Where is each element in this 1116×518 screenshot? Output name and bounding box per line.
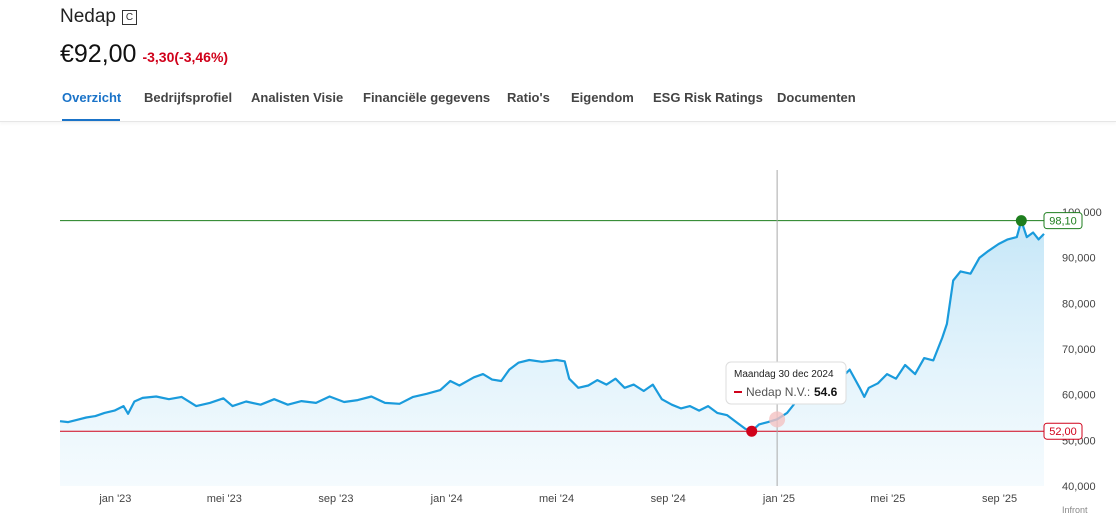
high-point xyxy=(1015,215,1027,227)
y-tick-label: 60,000 xyxy=(1062,390,1096,402)
x-tick-label: jan '24 xyxy=(430,493,463,505)
x-tick-label: mei '23 xyxy=(207,493,242,505)
tooltip-value: 54.6 xyxy=(814,385,838,399)
low-label-box xyxy=(1043,422,1083,440)
tab-bar: Overzicht Bedrijfsprofiel Analisten Visi… xyxy=(0,74,1116,122)
tab-ratios[interactable]: Ratio's xyxy=(507,90,550,105)
y-tick-label: 80,000 xyxy=(1062,298,1096,310)
low-point xyxy=(746,425,758,437)
high-label: 98,10 xyxy=(1049,216,1077,228)
tab-esg-risk-ratings[interactable]: ESG Risk Ratings xyxy=(653,90,763,105)
low-label: 52,00 xyxy=(1049,426,1077,438)
x-tick-label: sep '23 xyxy=(318,493,353,505)
company-name: Nedap xyxy=(60,6,116,27)
chart-credit: Infront xyxy=(1062,505,1088,515)
tooltip-date: Maandag 30 dec 2024 xyxy=(734,369,834,380)
tooltip-series: Nedap N.V.: xyxy=(746,385,810,399)
price-row: €92,00 -3,30(-3,46%) xyxy=(60,40,228,69)
share-class-badge: C xyxy=(122,10,137,25)
high-label-box xyxy=(1043,212,1083,230)
tab-documenten[interactable]: Documenten xyxy=(777,90,856,105)
tooltip-box xyxy=(725,361,847,405)
title-row: Nedap C xyxy=(60,6,137,28)
tab-eigendom[interactable]: Eigendom xyxy=(571,90,634,105)
price-line xyxy=(59,219,1045,433)
tab-bedrijfsprofiel[interactable]: Bedrijfsprofiel xyxy=(144,90,233,105)
tab-analisten-visie[interactable]: Analisten Visie xyxy=(251,90,344,105)
x-tick-label: sep '25 xyxy=(982,493,1017,505)
y-tick-label: 70,000 xyxy=(1062,344,1096,356)
y-tick-label: 90,000 xyxy=(1062,253,1096,265)
price-chart[interactable]: jan '23 mei '23 sep '23 jan '24 mei '24 sep '… xyxy=(0,122,1116,518)
tab-financiele-gegevens[interactable]: Financiële gegevens xyxy=(363,90,491,105)
x-tick-label: mei '25 xyxy=(870,493,905,505)
current-price: €92,00 xyxy=(60,40,137,68)
price-change: -3,30(-3,46%) xyxy=(142,49,229,65)
price-area xyxy=(60,220,1044,486)
x-tick-label: mei '24 xyxy=(539,493,574,505)
x-tick-label: sep '24 xyxy=(651,493,686,505)
tab-overzicht[interactable]: Overzicht xyxy=(62,90,122,105)
hover-point xyxy=(769,411,786,428)
x-tick-label: jan '25 xyxy=(762,493,795,505)
x-tick-label: jan '23 xyxy=(98,493,131,505)
y-tick-label: 40,000 xyxy=(1062,481,1096,493)
header: Nedap C xyxy=(60,6,137,28)
active-tab-indicator xyxy=(62,119,120,121)
